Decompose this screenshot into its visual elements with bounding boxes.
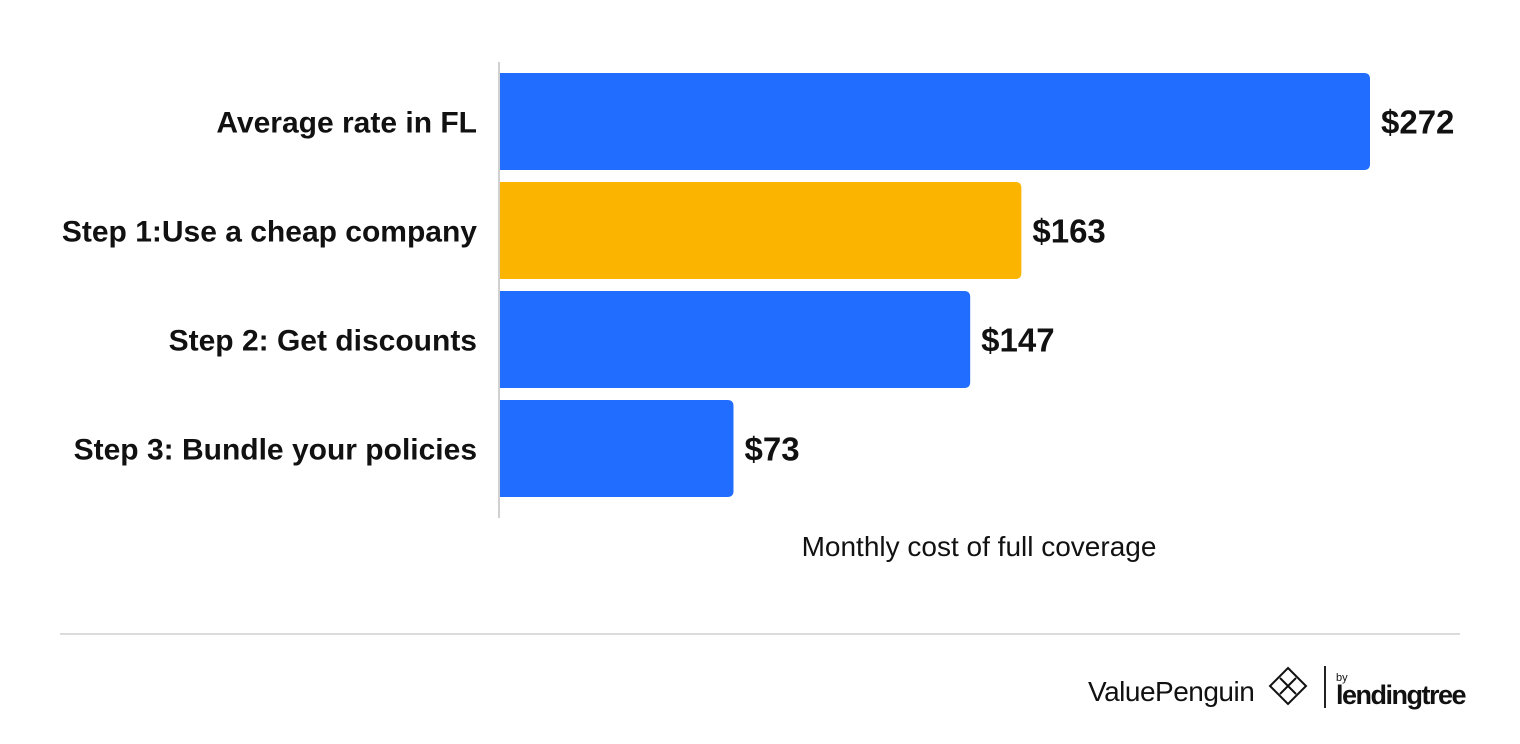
category-labels: Average rate in FL Step 1:Use a cheap com… <box>62 107 477 467</box>
logo-separator <box>1324 666 1326 708</box>
category-label: Step 1:Use a cheap company <box>62 216 477 249</box>
valuepenguin-wordmark: ValuePenguin <box>1088 676 1255 707</box>
value-label: $73 <box>744 431 799 468</box>
value-labels: $272 $163 $147 $73 <box>744 104 1454 468</box>
x-axis-title: Monthly cost of full coverage <box>802 531 1157 562</box>
bars-group <box>500 73 1370 497</box>
lendingtree-wordmark: lendingtree <box>1336 680 1467 710</box>
value-label: $163 <box>1032 213 1105 250</box>
category-label: Average rate in FL <box>216 107 477 140</box>
footer-logo: ValuePenguin by lendingtree <box>1088 664 1467 712</box>
value-label: $147 <box>981 322 1054 359</box>
bar <box>500 73 1370 170</box>
category-label: Step 3: Bundle your policies <box>74 434 477 467</box>
valuepenguin-logo-icon <box>1268 666 1308 706</box>
value-label: $272 <box>1381 104 1454 141</box>
bar <box>500 182 1022 279</box>
bar-chart: Average rate in FL Step 1:Use a cheap com… <box>62 62 1454 562</box>
category-label: Step 2: Get discounts <box>169 325 477 358</box>
bar <box>500 400 734 497</box>
bar <box>500 291 971 388</box>
by-label: by <box>1336 672 1348 684</box>
footer-divider <box>60 633 1460 635</box>
